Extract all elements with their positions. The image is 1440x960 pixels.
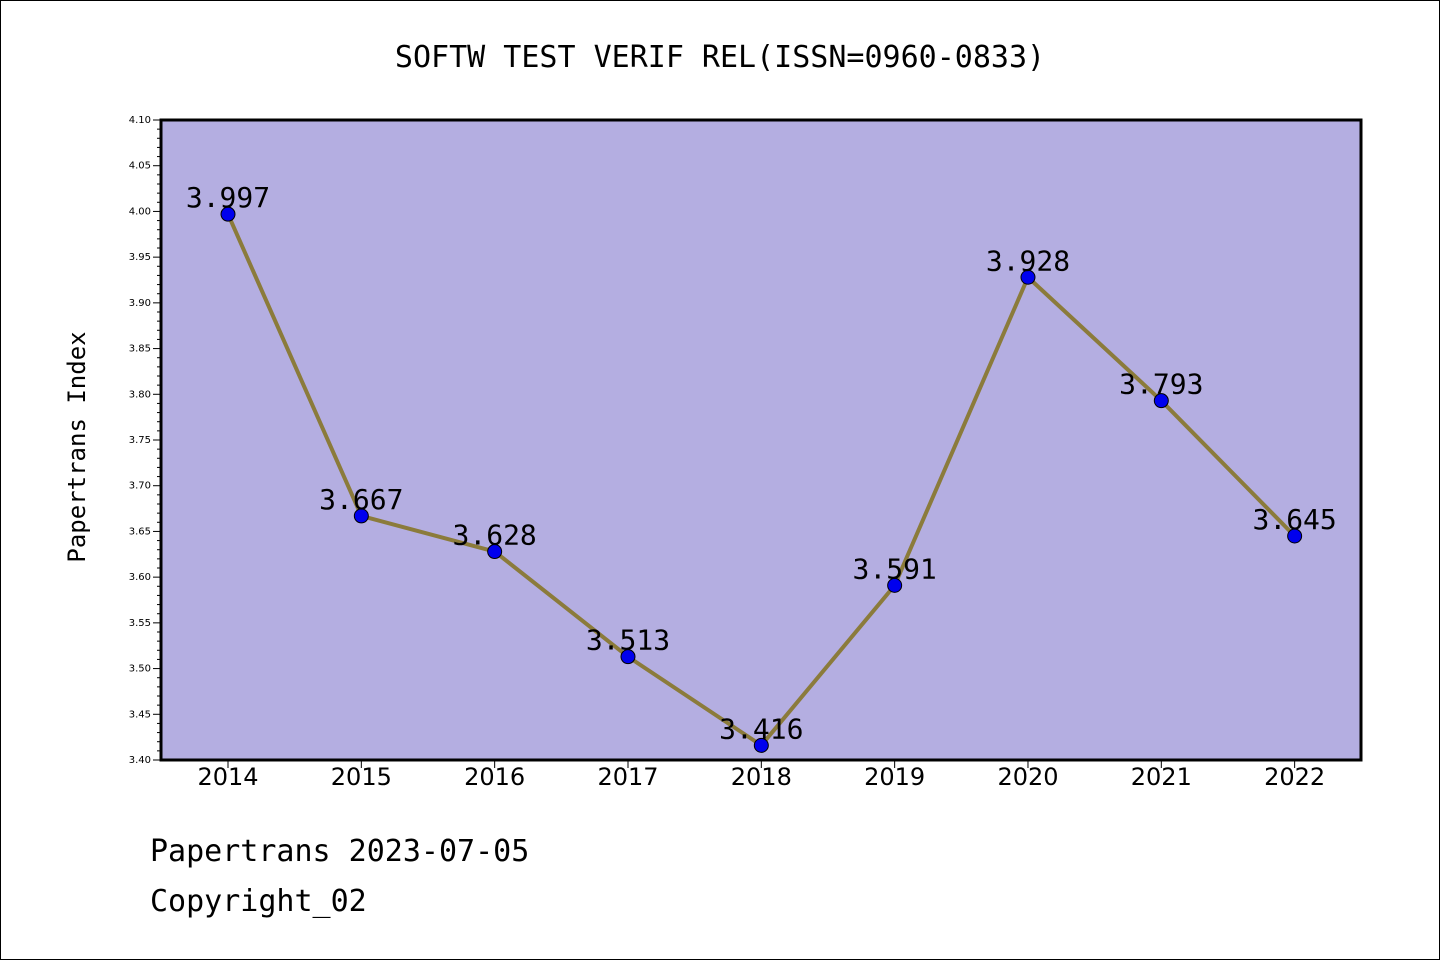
y-tick-label: 3.50 — [129, 664, 151, 675]
x-tick-label: 2014 — [197, 763, 258, 791]
x-tick-label: 2016 — [464, 763, 525, 791]
data-label: 3.416 — [719, 712, 803, 745]
y-tick-label: 3.55 — [129, 618, 151, 629]
y-axis-label: Papertrans Index — [63, 331, 91, 562]
y-tick-label: 3.45 — [129, 709, 151, 720]
data-point — [487, 544, 503, 560]
x-tick-label: 2019 — [864, 763, 925, 791]
y-tick-label: 3.40 — [129, 755, 151, 766]
data-label: 3.997 — [186, 181, 270, 214]
x-tick-label: 2015 — [331, 763, 392, 791]
y-axis: 3.40 3.45 3.50 3.55 3.60 3.65 3.70 3.75 3.80 3.85… — [129, 115, 161, 766]
y-tick-label: 3.70 — [129, 481, 151, 492]
y-tick-label: 3.80 — [129, 389, 151, 400]
data-label: 3.667 — [319, 483, 403, 516]
data-label: 3.591 — [853, 552, 937, 585]
x-tick-label: 2017 — [597, 763, 658, 791]
x-tick-label: 2021 — [1131, 763, 1192, 791]
data-point — [353, 508, 369, 524]
y-tick-label: 4.10 — [129, 115, 151, 126]
y-tick-label: 3.85 — [129, 344, 151, 355]
data-point — [887, 577, 903, 593]
plot-border — [159, 118, 1363, 762]
series-group: 3.997 3.667 3.628 3.513 3.416 3.591 3.928 3.793… — [186, 181, 1337, 753]
data-point — [1020, 269, 1036, 285]
data-label: 3.928 — [986, 244, 1070, 277]
footer-date: Papertrans 2023-07-05 — [150, 834, 530, 869]
x-tick-label: 2020 — [997, 763, 1058, 791]
y-tick-label: 3.75 — [129, 435, 151, 446]
data-point — [1287, 528, 1303, 544]
data-label: 3.793 — [1119, 368, 1203, 401]
plot-area — [161, 120, 1361, 760]
y-tick-label: 4.00 — [129, 206, 151, 217]
y-tick-label: 3.95 — [129, 252, 151, 263]
data-label: 3.628 — [453, 519, 537, 552]
data-label: 3.645 — [1252, 503, 1336, 536]
chart-title: SOFTW TEST VERIF REL(ISSN=0960-0833) — [395, 40, 1045, 75]
x-tick-label: 2022 — [1264, 763, 1325, 791]
y-tick-label: 3.90 — [129, 298, 151, 309]
y-tick-label: 4.05 — [129, 161, 151, 172]
footer-copyright: Copyright_02 — [150, 884, 367, 919]
data-point — [620, 649, 636, 665]
y-tick-label: 3.65 — [129, 526, 151, 537]
x-axis: 2014 2015 2016 2017 2018 2019 2020 2021 2022 — [197, 760, 1325, 791]
data-label: 3.513 — [586, 624, 670, 657]
data-point — [753, 737, 769, 753]
y-tick-label: 3.60 — [129, 572, 151, 583]
data-point — [1153, 393, 1169, 409]
x-tick-label: 2018 — [731, 763, 792, 791]
data-point — [220, 206, 236, 222]
